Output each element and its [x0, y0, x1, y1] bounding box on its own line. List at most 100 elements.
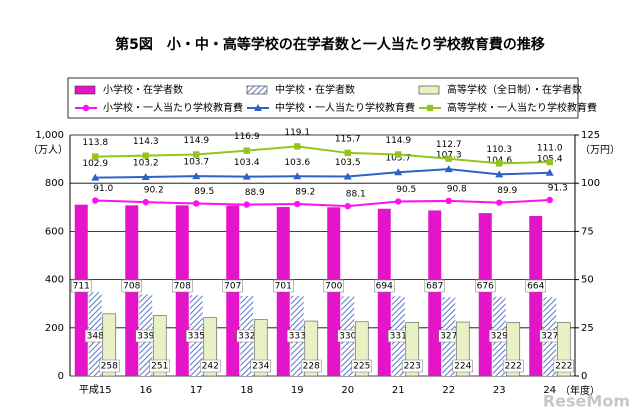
bar-value-label: 707	[224, 282, 241, 292]
bar-value-label: 701	[275, 282, 292, 292]
line-value-label: 102.9	[82, 159, 108, 169]
x-tick-label: 19	[291, 385, 304, 396]
bar-value-label: 664	[527, 282, 544, 292]
bar-value-label: 676	[477, 282, 494, 292]
y2-tick-label: 50	[581, 275, 594, 286]
legend-label: 中学校・一人当たり学校教育費	[275, 101, 415, 114]
bar-value-label: 331	[390, 332, 407, 342]
label-box	[475, 279, 496, 293]
marker	[91, 173, 100, 181]
y-tick-label: 400	[45, 275, 64, 286]
bar-value-label: 258	[101, 362, 118, 372]
bar-value-label: 332	[238, 332, 255, 342]
legend-label: 小学校・一人当たり学校教育費	[103, 101, 243, 114]
marker	[344, 149, 351, 157]
line-value-label: 113.8	[82, 138, 108, 148]
y-axis-label: （万人）	[28, 144, 68, 156]
marker	[142, 198, 149, 206]
label-box	[452, 359, 473, 373]
label-box	[71, 279, 92, 293]
chart-title: 第5図 小・中・高等学校の在学者数と一人当たり学校教育費の推移	[115, 36, 545, 53]
marker	[343, 172, 352, 180]
label-box	[525, 279, 546, 293]
marker	[426, 104, 434, 112]
bar	[377, 208, 391, 376]
marker	[193, 151, 200, 158]
bar-value-label: 225	[353, 362, 370, 372]
marker	[444, 165, 453, 173]
line-value-label: 91.3	[548, 183, 568, 193]
bar-value-label: 333	[289, 332, 306, 342]
label-box	[121, 279, 142, 293]
bar-value-label: 251	[151, 362, 168, 372]
marker	[82, 104, 90, 112]
marker	[294, 143, 301, 150]
line-value-label: 115.7	[335, 134, 361, 144]
y-tick-label: 0	[58, 371, 64, 382]
legend-swatch	[246, 85, 268, 95]
x-tick-label: 17	[190, 385, 203, 396]
bar-value-label: 348	[87, 332, 104, 342]
bar-value-label: 708	[123, 282, 140, 292]
line-value-label: 90.5	[396, 185, 416, 195]
label-box	[99, 359, 120, 373]
y-tick-label: 600	[45, 226, 64, 237]
marker	[394, 168, 403, 176]
line-value-label: 103.4	[234, 158, 260, 168]
marker	[395, 198, 402, 205]
label-box	[553, 359, 574, 373]
line-value-label: 103.5	[335, 158, 361, 168]
marker	[445, 155, 452, 162]
y-tick-label: 800	[45, 178, 64, 189]
line-value-label: 88.9	[245, 188, 265, 198]
line-value-label: 112.7	[436, 140, 462, 150]
label-box	[424, 279, 445, 293]
x-tick-label: 20	[341, 385, 354, 396]
bar-value-label: 330	[339, 332, 356, 342]
bar	[529, 215, 543, 376]
line-value-label: 110.3	[486, 145, 512, 155]
x-tick-label: 24	[543, 385, 556, 396]
line-value-label: 103.7	[183, 158, 209, 168]
marker	[545, 168, 554, 176]
marker	[546, 158, 553, 166]
legend-swatch	[418, 85, 440, 95]
line-value-label: 103.2	[133, 159, 159, 169]
bar-value-label: 327	[440, 332, 457, 342]
line-value-label: 105.7	[385, 154, 411, 164]
y2-tick-label: 75	[581, 226, 594, 237]
bar-value-label: 223	[404, 362, 421, 372]
marker	[546, 196, 553, 204]
x-tick-label: 18	[240, 385, 253, 396]
marker	[294, 200, 301, 208]
line-value-label: 90.8	[447, 184, 467, 194]
bar	[478, 213, 492, 376]
label-box	[222, 279, 243, 293]
bar-value-label: 711	[73, 282, 90, 292]
watermark: ReseMom	[543, 392, 630, 411]
y2-tick-label: 0	[581, 371, 587, 382]
marker	[243, 147, 250, 154]
legend-label: 高等学校・一人当たり学校教育費	[447, 101, 597, 114]
legend-box	[67, 77, 579, 119]
bar	[428, 210, 442, 376]
legend-label: 小学校・在学者数	[103, 83, 183, 96]
label-box	[323, 279, 344, 293]
y2-axis-label: （万円）	[580, 144, 620, 156]
x-axis-label: （年度）	[560, 384, 600, 397]
bar-value-label: 694	[376, 282, 393, 292]
bar-value-label: 327	[541, 332, 558, 342]
x-tick-label: 16	[139, 385, 152, 396]
line-value-label: 114.3	[133, 137, 159, 147]
line-value-label: 89.5	[194, 187, 214, 197]
line	[95, 145, 550, 165]
marker	[193, 200, 200, 207]
legend-label: 中学校・在学者数	[275, 83, 355, 96]
line-value-label: 119.1	[284, 128, 310, 138]
label-box	[374, 279, 395, 293]
y-tick-label: 200	[45, 323, 64, 334]
bar-value-label: 339	[137, 332, 154, 342]
bar-value-label: 242	[202, 362, 219, 372]
marker	[192, 172, 201, 180]
